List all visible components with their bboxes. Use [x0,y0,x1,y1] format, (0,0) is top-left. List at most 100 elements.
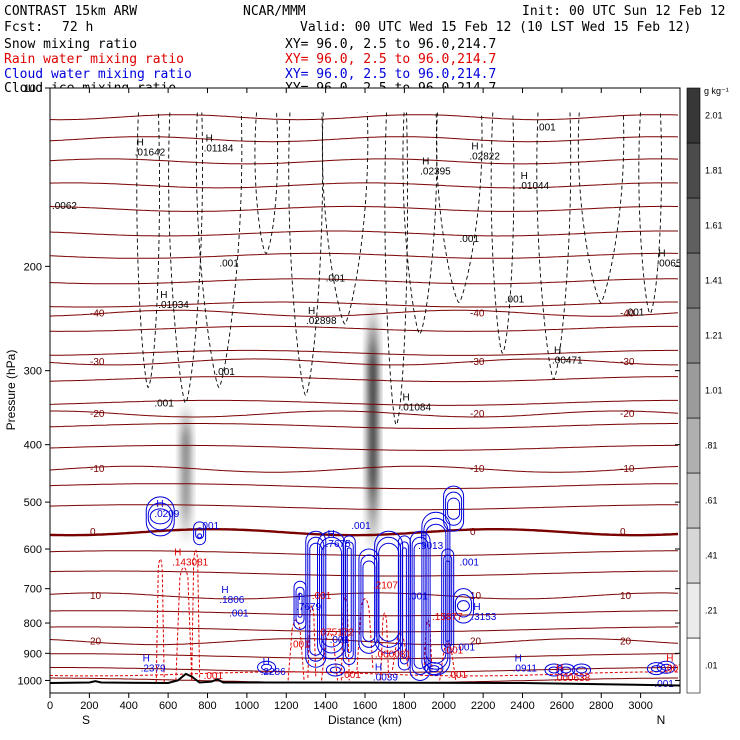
rain-contour [391,632,409,671]
freezing-line [50,528,679,537]
isotherm [50,570,678,577]
isotherm [50,114,679,121]
isotherm-label: -40 [620,308,635,319]
ice-contour [384,112,409,426]
isotherm [50,423,678,429]
x-tick-label: 800 [198,700,216,712]
colorbar-label: .81 [705,441,718,451]
cloud-water-contour [445,491,463,526]
x-tick-label: 600 [159,700,177,712]
cloud-water-contour [297,592,303,618]
snow_ice-value-label: .0062 [52,201,77,212]
snow_ice-value-label: .001 [219,258,239,269]
snow_ice-max-marker: H [422,157,429,168]
y-tick-label: 300 [24,366,42,378]
isotherm-label: -30 [620,357,635,368]
isotherm [50,410,679,418]
snow_ice-max-marker: H [521,171,528,182]
isotherm [50,252,678,259]
rain-value-label: .001 [290,640,310,651]
isotherm-label: 20 [90,637,102,648]
snow_ice-max-marker: H [554,346,561,357]
cloud-water-contour [344,541,354,660]
x-tick-label: 2600 [550,700,574,712]
cloud-water-contour [576,666,588,674]
snow_ice-max-marker: H [471,141,478,152]
cloud-water-contour [295,586,305,624]
colorbar-swatch [686,637,701,694]
cloud_water-max-marker: H [328,529,335,540]
snow_ice-value-label: .001 [505,294,525,305]
rain-value-label: .001 [204,671,224,682]
isotherm-layer: 0 0 0 -10 -10 -10 -20 -20 -20 -30 -30 -30 -40 -40 -40 1… [50,114,679,684]
isotherm-label: -10 [470,464,485,475]
isotherm [50,610,678,617]
isotherm-label: 10 [470,591,482,602]
isotherm [50,301,678,308]
snow_ice-value-label: .01184 [204,144,234,155]
cloud-water-contour [193,521,207,546]
isotherm [50,136,679,143]
cloud_water-max-marker: H [420,531,427,542]
cloud-water-contour [325,663,345,677]
cloud-water-contour [572,663,592,677]
center-label: NCAR/MMM [243,4,306,19]
init-time: Init: 00 UTC Sun 12 Feb 12 [522,4,726,19]
colorbar-label: 1.21 [705,331,723,341]
cloud-water-contour [399,541,409,665]
cloud-water-contour [548,666,560,674]
isotherm-label: -20 [470,409,485,420]
snow_ice-value-label: .01084 [400,402,431,413]
ice-contour [638,112,662,314]
cloud-water-contour [145,496,175,537]
field-snow-name: Snow mixing ratio [4,37,137,52]
cloud_water-value-label: .0209 [154,509,179,520]
cloud_water-value-label: .7675 [326,539,351,550]
colorbar-swatch [686,417,701,474]
valid-time: Valid: 00 UTC Wed 15 Feb 12 (10 LST Wed … [300,20,691,35]
isotherm-label: -10 [620,464,635,475]
isotherm [50,626,678,633]
isotherm [50,444,678,451]
cloud_water-max-marker: H [221,585,228,596]
snow_ice-max-marker: H [137,138,144,149]
terrain-layer [50,672,680,687]
snow_ice-value-label: .01044 [519,181,550,192]
cloud_water-max-marker: H [156,499,163,510]
isotherm-label: 20 [470,637,482,648]
ice-contour [490,112,515,354]
colorbar-label: .61 [705,496,718,506]
x-tick-label: 2000 [432,700,456,712]
axis-layer: 0 200 400 600 800 1000 1200 1400 1600 1800 2000 220… [18,83,680,712]
x-tick-label: 1600 [353,700,377,712]
ice-contour [195,112,243,388]
rain-value-label: .000081 [375,650,412,661]
isotherm-label: 0 [470,527,476,538]
isotherm-label: -40 [90,308,105,319]
y-tick-label: 200 [24,261,42,273]
plot-area: 0 0 0 -10 -10 -10 -20 -20 -20 -30 -30 -30 -40 -40 -40 1… [50,88,687,693]
isotherm-label: 20 [620,637,632,648]
isotherm-label: -20 [620,409,635,420]
colorbar-label: 1.81 [705,166,723,176]
cloud-water-contour [197,533,203,539]
cloud-water-contour [445,560,451,642]
cloud-water-contour [560,666,572,674]
rain-max-marker: H [174,548,181,559]
cloud-water-contour [556,663,576,677]
snow_ice-value-label: .00650 [656,258,687,269]
colorbar-swatch [686,307,701,364]
cloud-water-contour [656,660,676,674]
rain-value-label: .2107 [373,581,398,592]
snow_ice-value-label: .02898 [306,316,337,327]
colorbar-label: .21 [705,606,718,616]
snow_ice-value-label: .02822 [469,151,500,162]
rain-contour [380,612,390,681]
colorbar-swatch [686,252,701,309]
rain-value-label: .001 [341,670,361,681]
cloud_water-value-label: .001 [330,635,350,646]
cloud-water-contour [342,535,356,666]
snow_ice-value-label: .001 [536,123,556,134]
x-tick-label: 2200 [471,700,495,712]
y-tick-label: 700 [24,584,42,596]
